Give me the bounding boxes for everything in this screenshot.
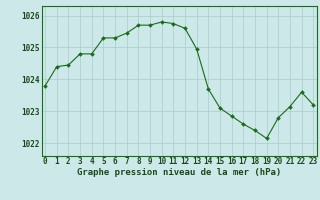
X-axis label: Graphe pression niveau de la mer (hPa): Graphe pression niveau de la mer (hPa) — [77, 168, 281, 177]
